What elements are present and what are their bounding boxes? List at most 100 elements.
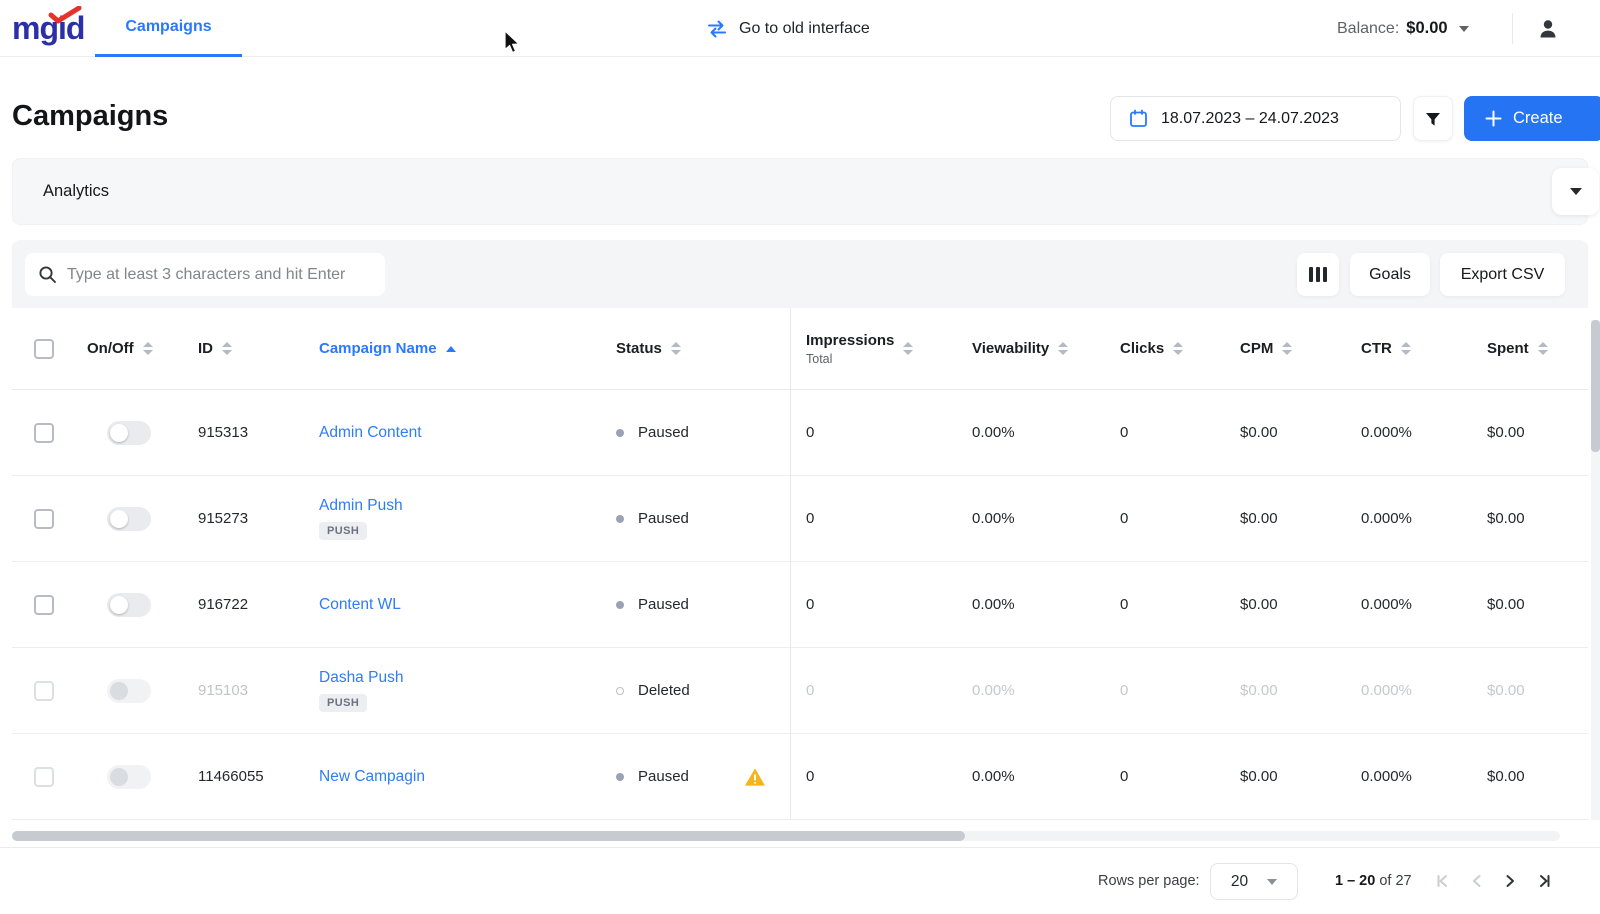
search-box: [25, 253, 385, 296]
row-checkbox[interactable]: [34, 680, 54, 701]
campaign-onoff-toggle[interactable]: [107, 506, 151, 531]
date-range-value: 18.07.2023 – 24.07.2023: [1161, 109, 1339, 127]
sort-asc-icon: [445, 345, 456, 352]
campaign-id: 915273: [198, 510, 249, 527]
cpm-value: $0.00: [1240, 682, 1278, 699]
ctr-value: 0.000%: [1361, 682, 1412, 699]
campaign-name-link[interactable]: Content WL: [319, 595, 401, 613]
spent-value: $0.00: [1487, 510, 1525, 527]
column-header-campaign-name[interactable]: Campaign Name: [307, 308, 602, 389]
user-menu-button[interactable]: [1530, 11, 1566, 47]
create-campaign-button[interactable]: Create: [1464, 96, 1600, 141]
balance-value: $0.00: [1406, 19, 1448, 37]
user-icon: [1540, 20, 1556, 38]
impressions-value: 0: [806, 682, 815, 699]
sort-icon: [1173, 342, 1184, 355]
chevron-left-icon: [1473, 875, 1481, 887]
tab-campaigns[interactable]: Campaigns: [95, 0, 242, 57]
goals-button-label: Goals: [1369, 265, 1411, 283]
chevron-down-icon: [1458, 25, 1469, 32]
pagination-prev-button[interactable]: [1464, 868, 1490, 894]
go-to-old-interface-link[interactable]: Go to old interface: [706, 0, 870, 57]
ctr-value: 0.000%: [1361, 424, 1412, 441]
row-checkbox[interactable]: [34, 766, 54, 787]
clicks-value: 0: [1120, 424, 1129, 441]
mgid-logo[interactable]: mgid: [12, 6, 92, 49]
search-icon: [39, 266, 56, 283]
nav-divider: [1512, 13, 1513, 44]
cpm-value: $0.00: [1240, 424, 1278, 441]
search-input[interactable]: [67, 265, 372, 284]
campaign-onoff-toggle[interactable]: [107, 420, 151, 445]
horizontal-scrollbar-thumb[interactable]: [12, 831, 965, 841]
status-dot: [616, 428, 624, 437]
status-label: Paused: [638, 424, 689, 441]
row-checkbox[interactable]: [34, 508, 54, 529]
column-header-cpm[interactable]: CPM: [1227, 308, 1347, 389]
status-label: Deleted: [638, 682, 690, 699]
column-header-id[interactable]: ID: [186, 308, 307, 389]
campaign-name-link[interactable]: Admin Push: [319, 497, 403, 514]
clicks-value: 0: [1120, 510, 1129, 527]
campaign-name-link[interactable]: Dasha Push: [319, 669, 404, 686]
create-button-label: Create: [1513, 109, 1563, 127]
table-header-row: On/Off ID Campaign Name Status Impressio…: [12, 308, 1588, 390]
top-nav: mgid Campaigns Go to old interface Balan…: [0, 0, 1600, 57]
warning-icon: [745, 767, 765, 786]
column-header-ctr[interactable]: CTR: [1347, 308, 1472, 389]
spent-value: $0.00: [1487, 424, 1525, 441]
column-settings-button[interactable]: [1297, 253, 1339, 296]
logo-check-icon: [48, 6, 82, 24]
table-row: 11466055 New Campagin Paused 0 0.00% 0 $…: [12, 734, 1588, 820]
column-header-spent[interactable]: Spent: [1472, 308, 1588, 389]
pagination-first-button[interactable]: [1430, 868, 1456, 894]
column-header-clicks[interactable]: Clicks: [1107, 308, 1227, 389]
campaign-onoff-toggle[interactable]: [107, 764, 151, 789]
date-range-picker[interactable]: 18.07.2023 – 24.07.2023: [1110, 96, 1401, 141]
column-header-onoff[interactable]: On/Off: [76, 308, 186, 389]
column-header-impressions[interactable]: Impressions Total: [790, 308, 957, 389]
status-dot: [616, 514, 624, 523]
impressions-value: 0: [806, 424, 815, 441]
filter-icon: [1426, 112, 1440, 126]
export-csv-button[interactable]: Export CSV: [1440, 253, 1565, 296]
row-checkbox[interactable]: [34, 594, 54, 615]
first-page-icon: [1437, 875, 1447, 887]
column-header-status[interactable]: Status: [602, 308, 790, 389]
pagination-next-button[interactable]: [1497, 868, 1523, 894]
row-checkbox[interactable]: [34, 422, 54, 443]
campaign-onoff-toggle[interactable]: [107, 678, 151, 703]
campaign-type-badge: PUSH: [319, 694, 368, 712]
table-row: 915103 Dasha Push PUSH Deleted 0 0.00% 0…: [12, 648, 1588, 734]
sort-icon: [1537, 342, 1548, 355]
select-all-checkbox[interactable]: [34, 338, 54, 359]
vertical-scrollbar-thumb[interactable]: [1591, 320, 1600, 452]
viewability-value: 0.00%: [972, 424, 1015, 441]
sort-icon: [903, 342, 914, 355]
goals-button[interactable]: Goals: [1350, 253, 1430, 296]
pagination-last-button[interactable]: [1531, 868, 1557, 894]
table-row: 915273 Admin Push PUSH Paused 0 0.00% 0 …: [12, 476, 1588, 562]
campaign-id: 915103: [198, 682, 249, 699]
clicks-value: 0: [1120, 596, 1129, 613]
balance-dropdown[interactable]: Balance: $0.00: [1337, 0, 1469, 57]
chevron-down-icon: [1569, 188, 1582, 195]
last-page-icon: [1540, 875, 1550, 887]
table-row: 915313 Admin Content Paused 0 0.00% 0 $0…: [12, 390, 1588, 476]
campaign-name-link[interactable]: Admin Content: [319, 423, 422, 441]
cpm-value: $0.00: [1240, 768, 1278, 785]
column-header-viewability[interactable]: Viewability: [957, 308, 1107, 389]
analytics-expand-button[interactable]: [1552, 168, 1599, 215]
campaign-name-link[interactable]: New Campagin: [319, 767, 425, 785]
sort-icon: [670, 342, 681, 355]
impressions-value: 0: [806, 596, 815, 613]
campaign-onoff-toggle[interactable]: [107, 592, 151, 617]
filter-button[interactable]: [1413, 96, 1453, 141]
horizontal-scrollbar: [12, 831, 1560, 841]
spent-value: $0.00: [1487, 768, 1525, 785]
tab-campaigns-label: Campaigns: [125, 18, 212, 35]
rows-per-page-select[interactable]: 20: [1210, 863, 1298, 900]
status-label: Paused: [638, 510, 689, 527]
vertical-scrollbar: [1591, 320, 1600, 820]
spent-value: $0.00: [1487, 682, 1525, 699]
